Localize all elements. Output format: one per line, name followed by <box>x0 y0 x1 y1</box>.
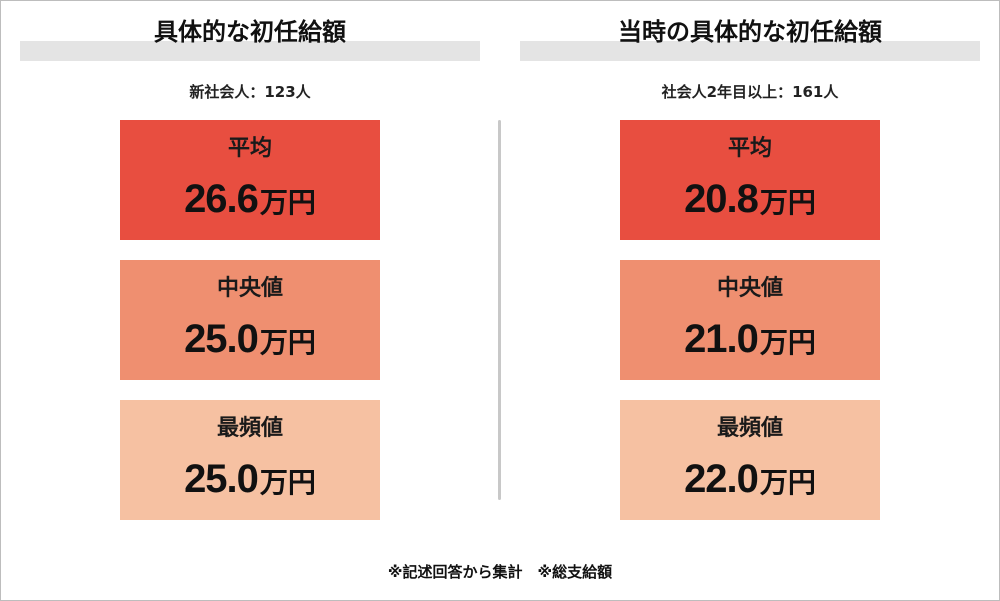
mode-label: 最頻値 <box>216 416 283 441</box>
median-value: 21.0万円 <box>620 314 880 372</box>
average-card: 平均 20.8万円 <box>620 120 880 240</box>
average-value: 26.6万円 <box>120 174 380 232</box>
mode-label: 最頻値 <box>716 416 783 441</box>
average-unit: 万円 <box>259 186 316 219</box>
panel-experienced-employees: 当時の具体的な初任給額 社会人2年目以上：161人 平均 20.8万円 中央値 … <box>520 0 980 540</box>
panel-title: 当時の具体的な初任給額 <box>618 18 882 46</box>
mode-unit: 万円 <box>759 466 816 499</box>
mode-value: 22.0万円 <box>620 454 880 512</box>
median-label: 中央値 <box>716 276 783 301</box>
title-band <box>20 41 480 61</box>
average-value: 20.8万円 <box>620 174 880 232</box>
mode-card: 最頻値 22.0万円 <box>620 400 880 520</box>
panel-divider <box>498 120 501 500</box>
sample-size-label: 社会人2年目以上：161人 <box>661 83 839 101</box>
average-number: 20.8 <box>684 177 759 221</box>
median-number: 21.0 <box>684 317 759 361</box>
average-unit: 万円 <box>759 186 816 219</box>
median-card: 中央値 21.0万円 <box>620 260 880 380</box>
mode-unit: 万円 <box>259 466 316 499</box>
median-card: 中央値 25.0万円 <box>120 260 380 380</box>
average-number: 26.6 <box>184 177 259 221</box>
mode-number: 22.0 <box>684 457 759 501</box>
panel-header: 具体的な初任給額 <box>20 12 480 62</box>
median-unit: 万円 <box>259 326 316 359</box>
average-label: 平均 <box>727 136 772 161</box>
mode-card: 最頻値 25.0万円 <box>120 400 380 520</box>
title-band <box>520 41 980 61</box>
median-number: 25.0 <box>184 317 259 361</box>
mode-value: 25.0万円 <box>120 454 380 512</box>
median-unit: 万円 <box>759 326 816 359</box>
median-label: 中央値 <box>216 276 283 301</box>
panel-new-employees: 具体的な初任給額 新社会人：123人 平均 26.6万円 中央値 25.0万円 … <box>20 0 480 540</box>
footnote: ※記述回答から集計 ※総支給額 <box>387 563 613 581</box>
average-card: 平均 26.6万円 <box>120 120 380 240</box>
average-label: 平均 <box>227 136 272 161</box>
sample-size-label: 新社会人：123人 <box>189 83 311 101</box>
median-value: 25.0万円 <box>120 314 380 372</box>
mode-number: 25.0 <box>184 457 259 501</box>
panel-title: 具体的な初任給額 <box>154 18 346 46</box>
panel-header: 当時の具体的な初任給額 <box>520 12 980 62</box>
